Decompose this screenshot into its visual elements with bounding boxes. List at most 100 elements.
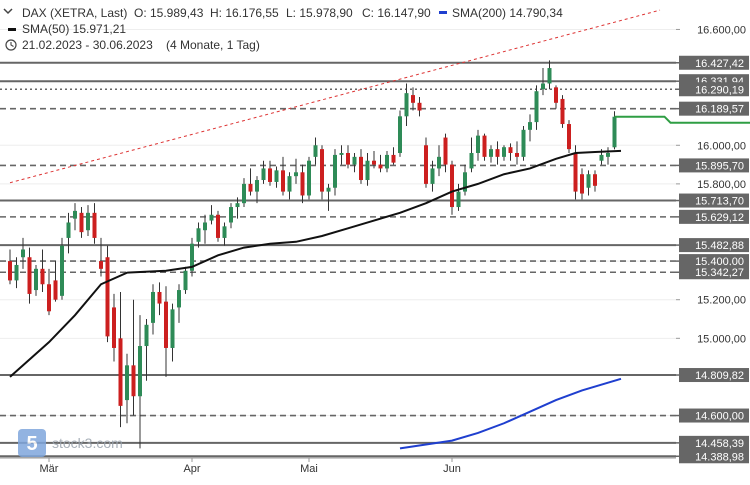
candle-body (268, 168, 272, 182)
candle-body (262, 168, 266, 180)
y-tick-label: 15.800,00 (697, 179, 746, 191)
low-value: L: 15.978,90 (286, 6, 353, 20)
candle-body (236, 203, 240, 207)
candle (106, 246, 110, 343)
candle-body (405, 93, 409, 116)
candle-body (346, 153, 350, 165)
candle-body (307, 161, 311, 196)
candle-body (132, 365, 136, 396)
candle-body (327, 188, 331, 192)
candle-body (138, 346, 142, 396)
candle-body (385, 155, 389, 169)
candle-body (340, 153, 344, 155)
candle-body (470, 153, 474, 168)
candle (567, 120, 571, 153)
candle-body (444, 138, 448, 165)
y-tick-label: 15.200,00 (697, 295, 746, 307)
candle-body (418, 103, 422, 111)
candle-body (41, 269, 45, 284)
x-tick-label: Apr (183, 463, 200, 475)
y-tick-label: 16.000,00 (697, 140, 746, 152)
candle-body (411, 95, 415, 103)
y-tick-label: 16.600,00 (697, 24, 746, 36)
candle-body (223, 226, 227, 238)
candle-body (548, 68, 552, 83)
candle-body (457, 192, 461, 207)
candle-body (67, 222, 71, 237)
candle-body (366, 161, 370, 180)
candle (522, 126, 526, 161)
candle-body (359, 157, 363, 180)
candle-body (554, 87, 558, 102)
y-tick-label: 15.000,00 (697, 333, 746, 345)
period-length: (4 Monate, 1 Tag) (166, 38, 260, 52)
candle-body (184, 271, 188, 290)
candle-body (21, 250, 25, 258)
candle-body (93, 213, 97, 238)
candle-body (197, 228, 201, 242)
level-label: 15.713,70 (695, 196, 744, 208)
high-value: H: 16.176,55 (210, 6, 279, 20)
candle-body (431, 168, 435, 183)
candle-body (561, 99, 565, 124)
level-label: 15.895,70 (695, 160, 744, 172)
x-tick-label: Mai (300, 463, 318, 475)
candle (184, 267, 188, 294)
level-label: 14.458,39 (695, 438, 744, 450)
candle-body (119, 338, 123, 406)
candle-body (8, 261, 12, 280)
candle-body (229, 207, 233, 222)
candle-body (424, 145, 428, 184)
candle-body (99, 261, 103, 269)
candle-body (541, 83, 545, 89)
level-label: 16.189,57 (695, 104, 744, 116)
candle-body (593, 174, 597, 186)
sma50-legend: SMA(50) 15.971,21 (22, 22, 126, 36)
candle-body (353, 157, 357, 165)
candle-body (125, 365, 129, 400)
candle-body (379, 165, 383, 169)
x-tick-label: Jun (443, 463, 461, 475)
candle (320, 145, 324, 199)
candle-body (275, 170, 279, 182)
candle-body (15, 265, 19, 280)
candle-body (281, 170, 285, 191)
candle-body (249, 184, 253, 192)
candle-body (151, 292, 155, 323)
candle-body (301, 172, 305, 195)
candle-body (34, 269, 38, 290)
candle-body (535, 91, 539, 122)
candle (216, 211, 220, 242)
level-label: 16.427,42 (695, 58, 744, 70)
candle (561, 95, 565, 128)
candle-body (210, 215, 214, 221)
level-label: 16.290,19 (695, 84, 744, 96)
candle (450, 161, 454, 215)
candle-body (580, 174, 584, 193)
candle-body (600, 155, 604, 161)
candle-body (86, 213, 90, 230)
candle-body (216, 215, 220, 238)
candle-body (80, 213, 84, 232)
level-label: 15.629,12 (695, 212, 744, 224)
candle-body (437, 157, 441, 169)
sma200-legend: SMA(200) 14.790,34 (452, 6, 563, 20)
sma50-legend-swatch (8, 28, 16, 31)
period-range: 21.02.2023 - 30.06.2023 (22, 38, 153, 52)
candle-body (567, 124, 571, 149)
watermark-logo-glyph: 5 (26, 433, 37, 455)
level-label: 15.482,88 (695, 240, 744, 252)
candle-body (320, 149, 324, 191)
candle-body (73, 211, 77, 219)
candle (60, 238, 64, 300)
candle-body (177, 290, 181, 307)
instrument-label: DAX (XETRA, Last) (22, 6, 127, 20)
candle-body (145, 325, 149, 346)
candle-body (515, 153, 519, 157)
level-label: 15.342,27 (695, 267, 744, 279)
candle (483, 134, 487, 161)
candle-body (398, 116, 402, 153)
candle-body (171, 309, 175, 348)
candle-body (158, 292, 162, 304)
